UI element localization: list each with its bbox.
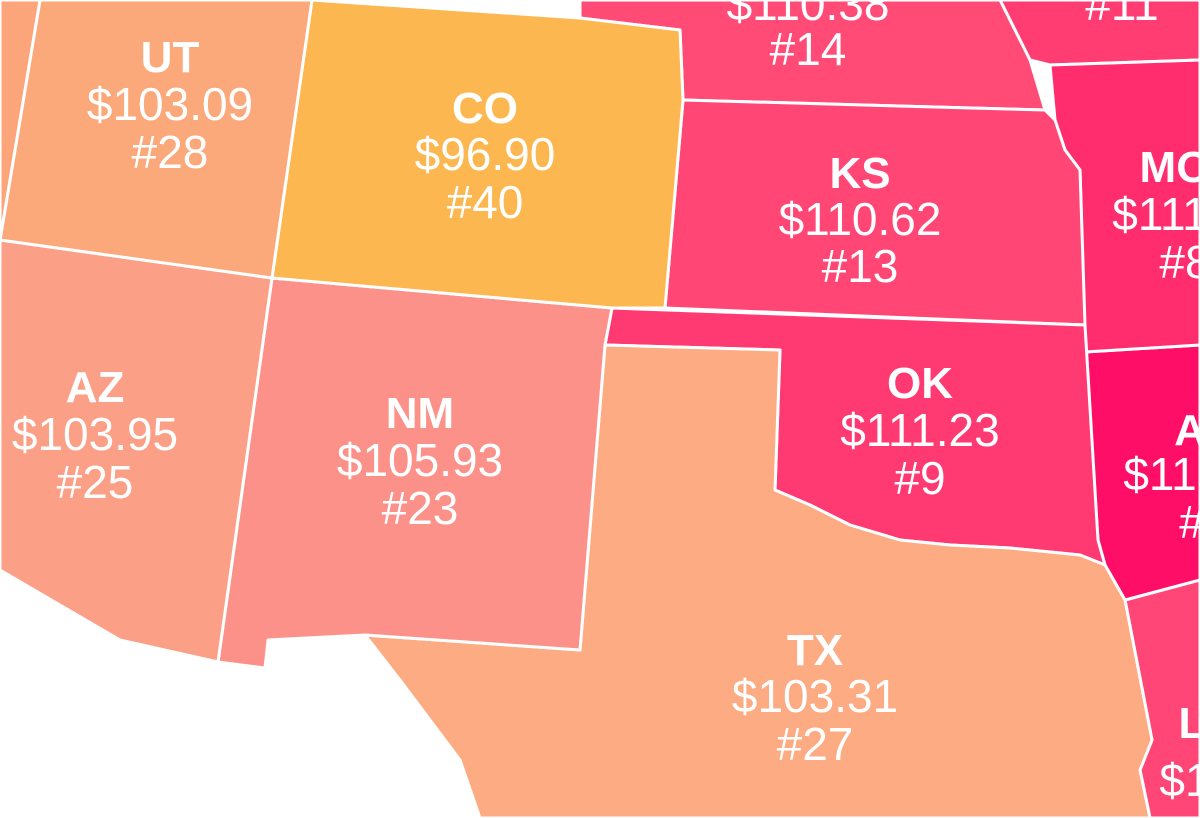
- state-nv[interactable]: [0, 0, 42, 242]
- state-label-ar: A: [1174, 406, 1200, 455]
- state-rank-ut: #28: [132, 126, 209, 178]
- state-label-tx: TX: [787, 626, 843, 675]
- state-label-la: L: [1179, 699, 1200, 748]
- state-label-ut: UT: [141, 33, 200, 82]
- state-rank-ok: #9: [894, 452, 945, 504]
- state-value-ut: $103.09: [87, 78, 253, 130]
- state-value-mo: $111: [1112, 188, 1200, 240]
- state-tx[interactable]: [363, 343, 1154, 818]
- state-rank-mo: #8: [1159, 236, 1200, 288]
- state-label-ks: KS: [829, 149, 890, 198]
- state-rank-co: #40: [447, 176, 524, 228]
- state-value-co: $96.90: [415, 128, 556, 180]
- state-rank-tx: #27: [777, 718, 854, 770]
- state-labels: UT $103.09 #28 CO $96.90 #40 $110.38 #14…: [12, 0, 1200, 806]
- state-rank-ne: #14: [770, 23, 847, 75]
- state-value-ar: $11: [1123, 448, 1196, 500]
- state-label-az: AZ: [66, 363, 125, 412]
- state-label-ok: OK: [887, 359, 953, 408]
- state-rank-az: #25: [57, 456, 134, 508]
- state-label-co: CO: [452, 84, 518, 133]
- state-value-nm: $105.93: [337, 434, 503, 486]
- state-value-ks: $110.62: [779, 193, 942, 245]
- state-co[interactable]: [270, 0, 685, 310]
- state-value-tx: $103.31: [732, 670, 898, 722]
- state-label-mo: MO: [1140, 143, 1200, 192]
- state-label-nm: NM: [386, 389, 454, 438]
- state-rank-nm: #23: [382, 482, 459, 534]
- state-rank-ar: #: [1179, 496, 1200, 548]
- state-value-la: $1: [1159, 754, 1200, 806]
- state-value-az: $103.95: [12, 408, 178, 460]
- state-nm[interactable]: [216, 276, 614, 670]
- state-value-ne: $110.38: [727, 0, 890, 30]
- state-ks[interactable]: [663, 98, 1087, 327]
- state-rank-ks: #13: [822, 240, 899, 292]
- state-rank-ia: #11: [1085, 0, 1158, 30]
- state-value-ok: $111.23: [840, 404, 999, 456]
